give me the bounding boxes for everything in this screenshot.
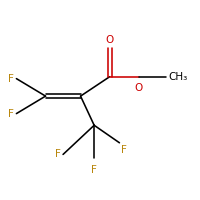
Text: CH₃: CH₃ (168, 72, 187, 82)
Text: F: F (55, 149, 61, 159)
Text: F: F (91, 165, 97, 175)
Text: F: F (8, 109, 13, 119)
Text: F: F (8, 74, 13, 84)
Text: O: O (106, 35, 114, 45)
Text: O: O (135, 83, 143, 93)
Text: F: F (121, 145, 127, 155)
